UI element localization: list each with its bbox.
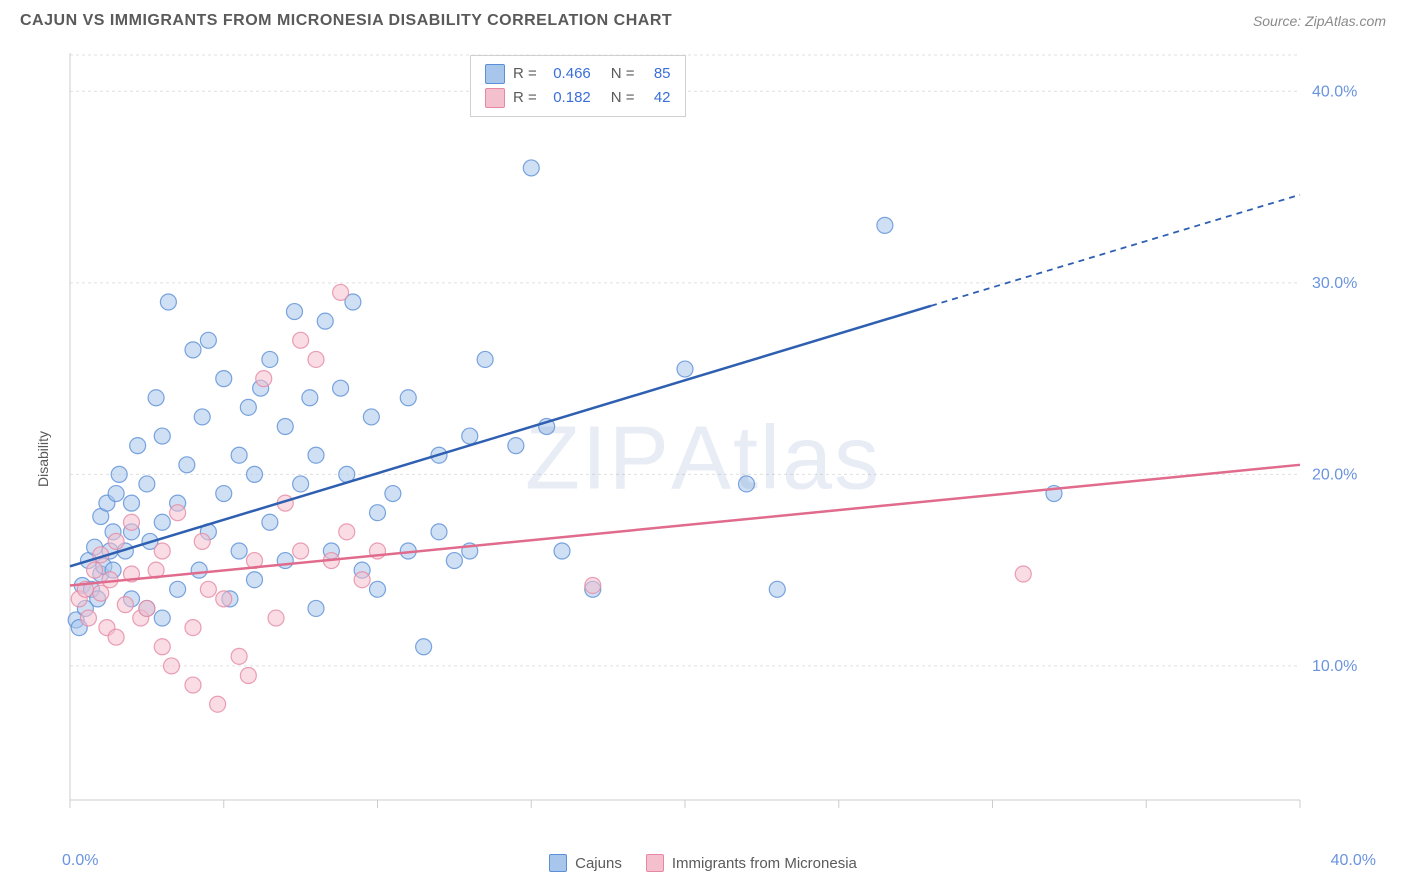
legend-item: Cajuns (549, 854, 622, 872)
bottom-legend: Cajuns Immigrants from Micronesia (20, 854, 1386, 872)
legend-label: Cajuns (575, 855, 622, 872)
stats-swatch (485, 88, 505, 108)
stats-swatch (485, 64, 505, 84)
stats-n-value: 85 (643, 62, 671, 86)
chart-area: Disability 10.0%20.0%30.0%40.0% ZIPAtlas… (20, 45, 1386, 872)
chart-title: CAJUN VS IMMIGRANTS FROM MICRONESIA DISA… (20, 12, 672, 30)
svg-text:30.0%: 30.0% (1312, 275, 1357, 292)
stats-row: R = 0.182 N = 42 (485, 86, 671, 110)
svg-text:40.0%: 40.0% (1312, 83, 1357, 100)
legend-label: Immigrants from Micronesia (672, 855, 857, 872)
stats-n-value: 42 (643, 86, 671, 110)
scatter-plot: 10.0% 20.0% 30.0% 40.0% (20, 45, 1360, 840)
chart-header: CAJUN VS IMMIGRANTS FROM MICRONESIA DISA… (0, 0, 1406, 38)
legend-swatch (646, 854, 664, 872)
legend-item: Immigrants from Micronesia (646, 854, 857, 872)
stats-r-label: R = (513, 62, 537, 86)
legend-swatch (549, 854, 567, 872)
chart-source: Source: ZipAtlas.com (1253, 13, 1386, 29)
svg-text:20.0%: 20.0% (1312, 466, 1357, 483)
stats-legend-box: R = 0.466 N = 85 R = 0.182 N = 42 (470, 55, 686, 117)
stats-row: R = 0.466 N = 85 (485, 62, 671, 86)
stats-r-value: 0.466 (545, 62, 591, 86)
stats-r-value: 0.182 (545, 86, 591, 110)
y-axis-label: Disability (35, 430, 51, 486)
stats-r-label: R = (513, 86, 537, 110)
svg-text:10.0%: 10.0% (1312, 658, 1357, 675)
stats-n-label: N = (611, 86, 635, 110)
stats-n-label: N = (611, 62, 635, 86)
